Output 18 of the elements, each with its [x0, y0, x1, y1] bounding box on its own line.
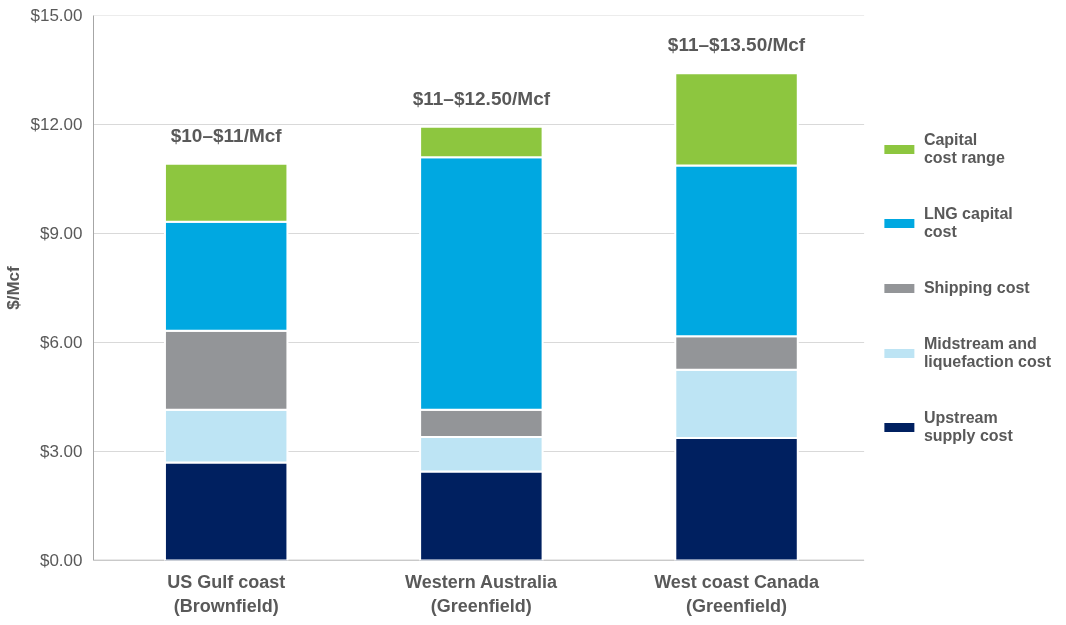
x-tick-label: US Gulf coast (Brownfield): [167, 571, 286, 616]
x-tick-label: Western Australia (Greenfield): [405, 571, 559, 616]
y-tick-label: $15.00: [30, 6, 83, 25]
legend-label: Upstream supply cost: [923, 408, 1013, 445]
annotation: $10–$11/Mcf: [170, 124, 283, 146]
annotation: $11–$13.50/Mcf: [667, 34, 806, 56]
annotation: $11–$12.50/Mcf: [412, 87, 551, 109]
legend-label: Capital cost range: [923, 130, 1005, 167]
legend-label: LNG capital cost: [923, 204, 1013, 241]
y-tick-label: $6.00: [39, 333, 83, 352]
legend-label: Midstream and liquefaction cost: [923, 334, 1051, 371]
x-tick-label: West coast Canada (Greenfield): [654, 571, 820, 616]
y-tick-label: $3.00: [39, 442, 83, 461]
legend-label: Shipping cost: [923, 278, 1030, 297]
y-axis-title: $/Mcf: [3, 265, 23, 310]
y-tick-label: $9.00: [39, 224, 83, 243]
y-tick-label: $0.00: [39, 551, 83, 570]
y-tick-label: $12.00: [30, 115, 83, 134]
